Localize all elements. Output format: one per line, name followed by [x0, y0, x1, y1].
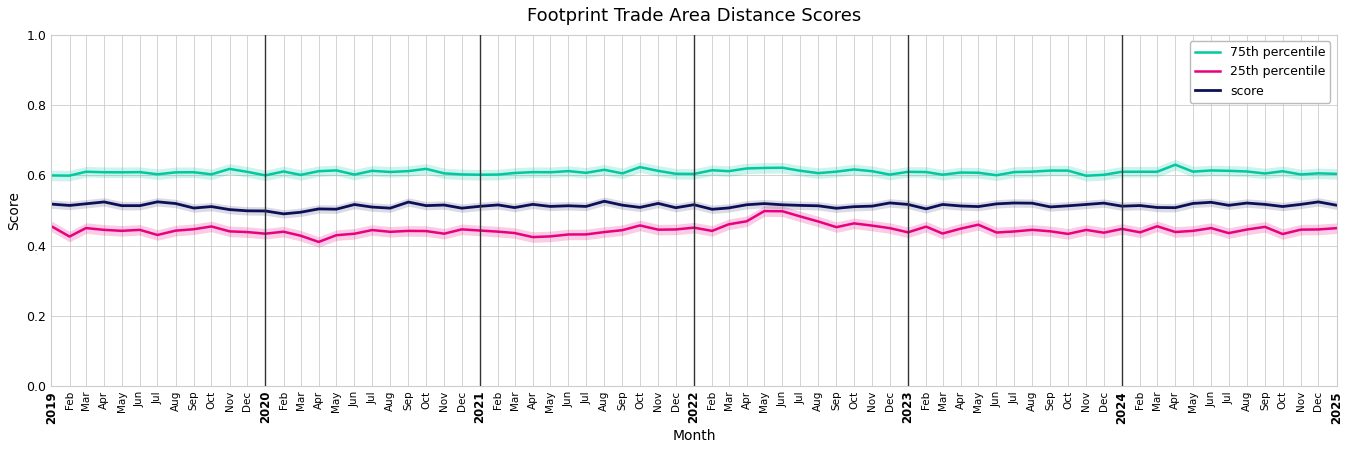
Title: Footprint Trade Area Distance Scores: Footprint Trade Area Distance Scores — [526, 7, 861, 25]
Y-axis label: Score: Score — [7, 191, 22, 230]
Line: score: score — [51, 201, 1336, 214]
X-axis label: Month: Month — [672, 429, 716, 443]
Line: 75th percentile: 75th percentile — [51, 165, 1336, 176]
Legend: 75th percentile, 25th percentile, score: 75th percentile, 25th percentile, score — [1189, 41, 1330, 103]
Line: 25th percentile: 25th percentile — [51, 211, 1336, 242]
